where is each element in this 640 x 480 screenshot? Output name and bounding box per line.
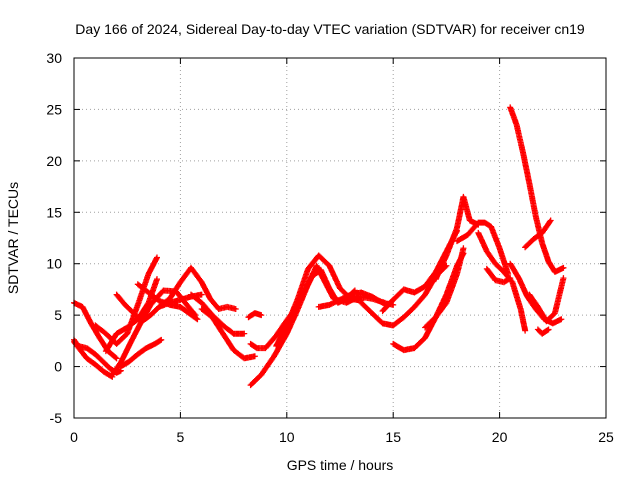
data-markers: [432, 193, 482, 283]
data-markers: [117, 336, 165, 370]
y-tick-label: 25: [46, 101, 62, 117]
y-tick-label: 0: [54, 359, 62, 375]
data-markers: [507, 104, 567, 275]
data-series-track-7: [117, 336, 165, 370]
y-tick-label: -5: [50, 410, 63, 426]
data-markers: [315, 289, 397, 310]
data-series-track-28: [522, 217, 554, 251]
x-tick-label: 5: [177, 429, 185, 445]
data-layer: [71, 104, 567, 389]
y-axis-label: SDTVAR / TECUs: [5, 182, 21, 294]
data-markers: [522, 217, 554, 251]
data-markers: [247, 262, 388, 389]
plot-frame: [73, 57, 607, 419]
x-tick-label: 0: [70, 429, 78, 445]
chart-title: Day 166 of 2024, Sidereal Day-to-day VTE…: [75, 21, 585, 37]
data-markers: [483, 265, 514, 286]
data-markers: [245, 310, 265, 321]
data-series-track-12: [198, 306, 258, 362]
data-markers: [526, 275, 567, 325]
x-tick-label: 15: [385, 429, 401, 445]
data-series-track-17: [315, 289, 397, 310]
data-series-track-30: [534, 326, 552, 337]
grid-layer: [74, 58, 606, 418]
data-markers: [390, 250, 467, 354]
data-series-track-23: [454, 219, 512, 277]
data-markers: [156, 264, 239, 312]
data-series-track-5: [102, 276, 160, 355]
data-series-track-29: [526, 275, 567, 325]
data-series-track-21: [422, 245, 467, 331]
data-markers: [454, 219, 512, 277]
x-tick-label: 10: [279, 429, 295, 445]
data-series-track-22: [432, 193, 482, 283]
data-series-track-20: [390, 250, 467, 354]
data-series-track-25: [483, 265, 514, 286]
y-tick-label: 5: [54, 307, 62, 323]
x-tick-label: 25: [598, 429, 614, 445]
tick-layer: 0 5 10 15 20 25 -5 0 5 10 15 20 25 30: [46, 50, 614, 445]
x-axis-label: GPS time / hours: [287, 457, 394, 473]
data-series-track-24: [475, 229, 529, 334]
data-markers: [534, 326, 552, 337]
data-markers: [102, 276, 160, 355]
x-tick-label: 20: [492, 429, 508, 445]
data-markers: [422, 245, 467, 331]
data-series-track-13: [245, 310, 265, 321]
data-series-track-10: [156, 264, 239, 312]
data-series-track-15: [247, 262, 388, 389]
y-tick-label: 30: [46, 50, 62, 66]
data-series-track-26: [507, 104, 567, 275]
y-tick-label: 10: [46, 256, 62, 272]
y-tick-label: 20: [46, 153, 62, 169]
y-tick-label: 15: [46, 204, 62, 220]
data-markers: [198, 306, 258, 362]
data-markers: [475, 229, 529, 334]
